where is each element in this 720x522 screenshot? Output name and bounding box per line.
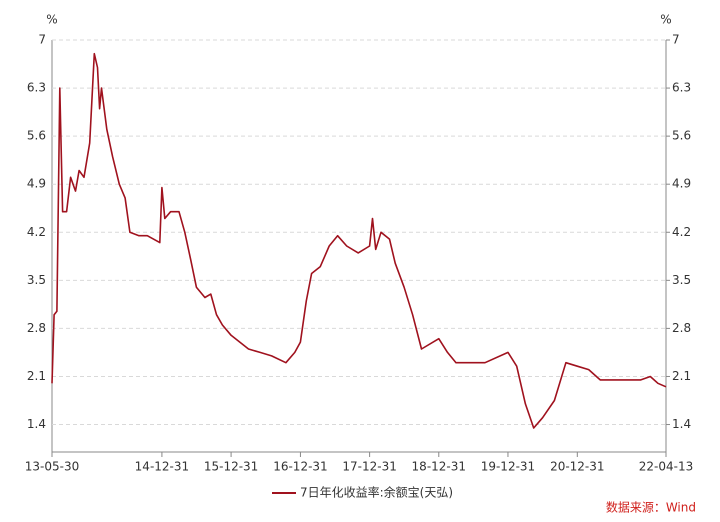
- y-tick-label: 4.9: [27, 177, 46, 191]
- series-line: [51, 52, 667, 429]
- y-tick-label: 6.3: [27, 81, 46, 95]
- y-tick-label: 3.5: [27, 273, 46, 287]
- y2-tick-label: 2.1: [672, 369, 691, 383]
- x-tick-label: 16-12-31: [273, 460, 327, 474]
- source-note: 数据来源：Wind: [606, 500, 696, 515]
- y-tick-label: 5.6: [27, 129, 46, 143]
- y-axis-label: %: [46, 13, 57, 27]
- y2-tick-label: 2.8: [672, 321, 691, 335]
- y-tick-label: 4.2: [27, 225, 46, 239]
- y-tick-label: 2.8: [27, 321, 46, 335]
- x-tick-label: 18-12-31: [412, 460, 466, 474]
- x-tick-label: 13-05-30: [25, 460, 79, 474]
- y2-tick-label: 5.6: [672, 129, 691, 143]
- y2-tick-label: 4.9: [672, 177, 691, 191]
- x-tick-label: 19-12-31: [481, 460, 535, 474]
- x-tick-label: 22-04-13: [639, 460, 693, 474]
- y2-tick-label: 7: [672, 33, 680, 47]
- y2-tick-label: 1.4: [672, 417, 691, 431]
- x-tick-label: 14-12-31: [135, 460, 189, 474]
- y2-tick-label: 4.2: [672, 225, 691, 239]
- x-tick-label: 20-12-31: [550, 460, 604, 474]
- y-tick-label: 1.4: [27, 417, 46, 431]
- y2-axis-label: %: [660, 13, 671, 27]
- y2-tick-label: 3.5: [672, 273, 691, 287]
- y2-tick-label: 6.3: [672, 81, 691, 95]
- x-tick-label: 15-12-31: [204, 460, 258, 474]
- y-tick-label: 7: [38, 33, 46, 47]
- y-tick-label: 2.1: [27, 369, 46, 383]
- legend-label: 7日年化收益率:余额宝(天弘): [300, 485, 453, 500]
- x-tick-label: 17-12-31: [342, 460, 396, 474]
